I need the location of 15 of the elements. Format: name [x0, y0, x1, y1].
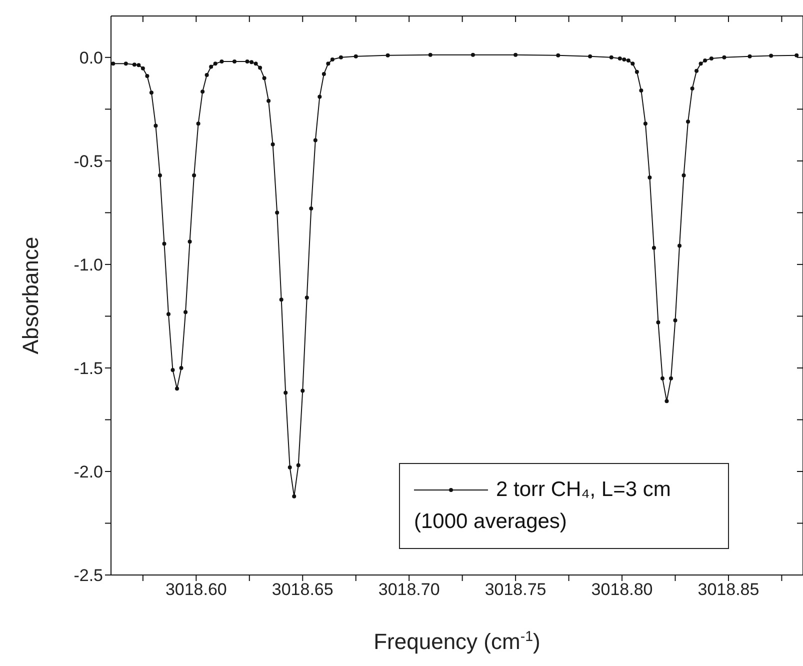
- y-tick-label: -1.0: [74, 255, 103, 274]
- y-tick-label: -2.5: [74, 566, 103, 586]
- y-tick-label: -2.0: [74, 462, 103, 482]
- x-tick-label: 3018.60: [165, 580, 227, 600]
- x-tick-label: 3018.75: [484, 580, 546, 600]
- x-tick-label: 3018.85: [698, 580, 760, 600]
- x-tick-label: 3018.65: [272, 580, 334, 600]
- x-axis-title: Frequency (cm$^{-1}$): [374, 629, 540, 654]
- y-tick-label: -0.5: [74, 152, 103, 171]
- x-tick-label: 3018.70: [378, 580, 440, 600]
- x-tick-label: 3018.80: [591, 580, 653, 600]
- y-tick-label: 0.0: [79, 48, 103, 68]
- y-tick-label: -1.5: [74, 359, 103, 378]
- legend-label: 2 torr CH₄, L=3 cm (1000 averages): [414, 478, 671, 533]
- y-axis-title: Absorbance: [18, 236, 43, 354]
